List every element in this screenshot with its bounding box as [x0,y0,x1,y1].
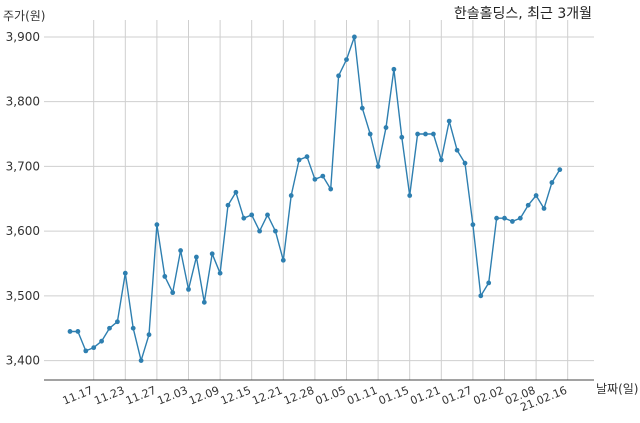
data-point [162,274,168,279]
data-point [170,290,176,296]
data-point [478,293,484,299]
y-tick-label: 3,600 [6,224,40,238]
data-point [486,280,492,286]
x-tick-label: 11.27 [124,384,158,408]
data-point [296,157,302,163]
y-tick-label: 3,900 [6,30,40,44]
data-point [399,134,405,140]
y-tick-label: 3,800 [6,95,40,109]
data-point [391,66,397,72]
x-tick-label: 01.15 [377,384,411,408]
data-point [209,251,215,257]
data-point [122,270,128,276]
data-point [415,131,420,137]
data-point [138,358,144,363]
data-point [438,157,444,163]
data-point [75,329,81,334]
data-point [375,164,381,169]
x-tick-labels: 11.1711.2311.2712.0312.0912.1512.2112.28… [61,384,569,414]
data-point [431,131,436,137]
data-point [423,131,428,137]
data-point [510,219,515,224]
data-point [201,299,207,305]
y-tick-labels: 3,400 3,500 3,600 3,700 3,800 3,900 [6,30,40,368]
data-points [67,34,563,363]
data-point [407,193,413,198]
y-tick-label: 3,400 [6,354,40,368]
data-point [154,222,160,228]
data-point [67,329,73,334]
data-point [557,167,563,173]
grid [44,20,594,380]
data-point [233,189,239,195]
data-point [273,228,278,234]
x-tick-label: 01.21 [408,384,442,408]
data-point [312,176,318,182]
x-tick-label: 12.03 [156,384,190,408]
data-point [383,125,389,130]
data-point [83,348,89,354]
x-tick-label: 12.21 [250,384,284,408]
data-point [533,193,539,198]
data-point [115,319,120,325]
data-point [549,180,555,185]
data-point [288,193,294,198]
x-tick-label: 01.05 [314,384,348,408]
x-tick-label: 11.17 [61,384,95,408]
data-point [194,254,199,260]
data-point [359,105,365,111]
x-tick-label: 12.28 [282,384,316,408]
data-point [130,325,136,331]
data-point [470,222,476,228]
data-point [367,131,373,137]
x-tick-label: 01.27 [440,384,474,408]
x-tick-label: 01.11 [345,384,379,408]
x-axis-label: 날짜(일) [596,382,638,396]
x-tick-label: 02.02 [472,384,506,408]
data-point [99,338,104,344]
chart-title: 한솔홀딩스, 최근 3개월 [454,6,592,22]
data-point [178,248,184,253]
data-point [107,325,112,331]
data-point [265,212,270,218]
data-point [304,154,310,160]
data-point [454,147,460,153]
y-tick-label: 3,500 [6,289,40,303]
data-point [462,160,468,166]
data-point [225,202,231,208]
data-point [186,286,191,292]
data-point [241,215,247,221]
data-point [257,228,262,234]
y-tick-label: 3,700 [6,159,40,173]
data-point [217,270,223,276]
data-point [344,57,349,62]
data-point [525,202,531,208]
x-tick-label: 12.15 [219,384,253,408]
x-tick-label: 12.09 [187,384,221,408]
data-point [446,118,452,124]
data-point [249,212,255,218]
data-point [494,215,499,221]
data-point [517,215,523,221]
data-point [146,332,152,338]
data-point [91,345,97,351]
data-point [502,215,507,221]
data-point [541,206,547,211]
data-point [320,173,326,179]
x-tick-label: 11.23 [92,384,126,408]
data-point [352,34,357,40]
data-point [328,186,334,192]
data-point [336,73,341,79]
data-point [280,257,286,263]
y-axis-label: 주가(원) [3,9,45,23]
